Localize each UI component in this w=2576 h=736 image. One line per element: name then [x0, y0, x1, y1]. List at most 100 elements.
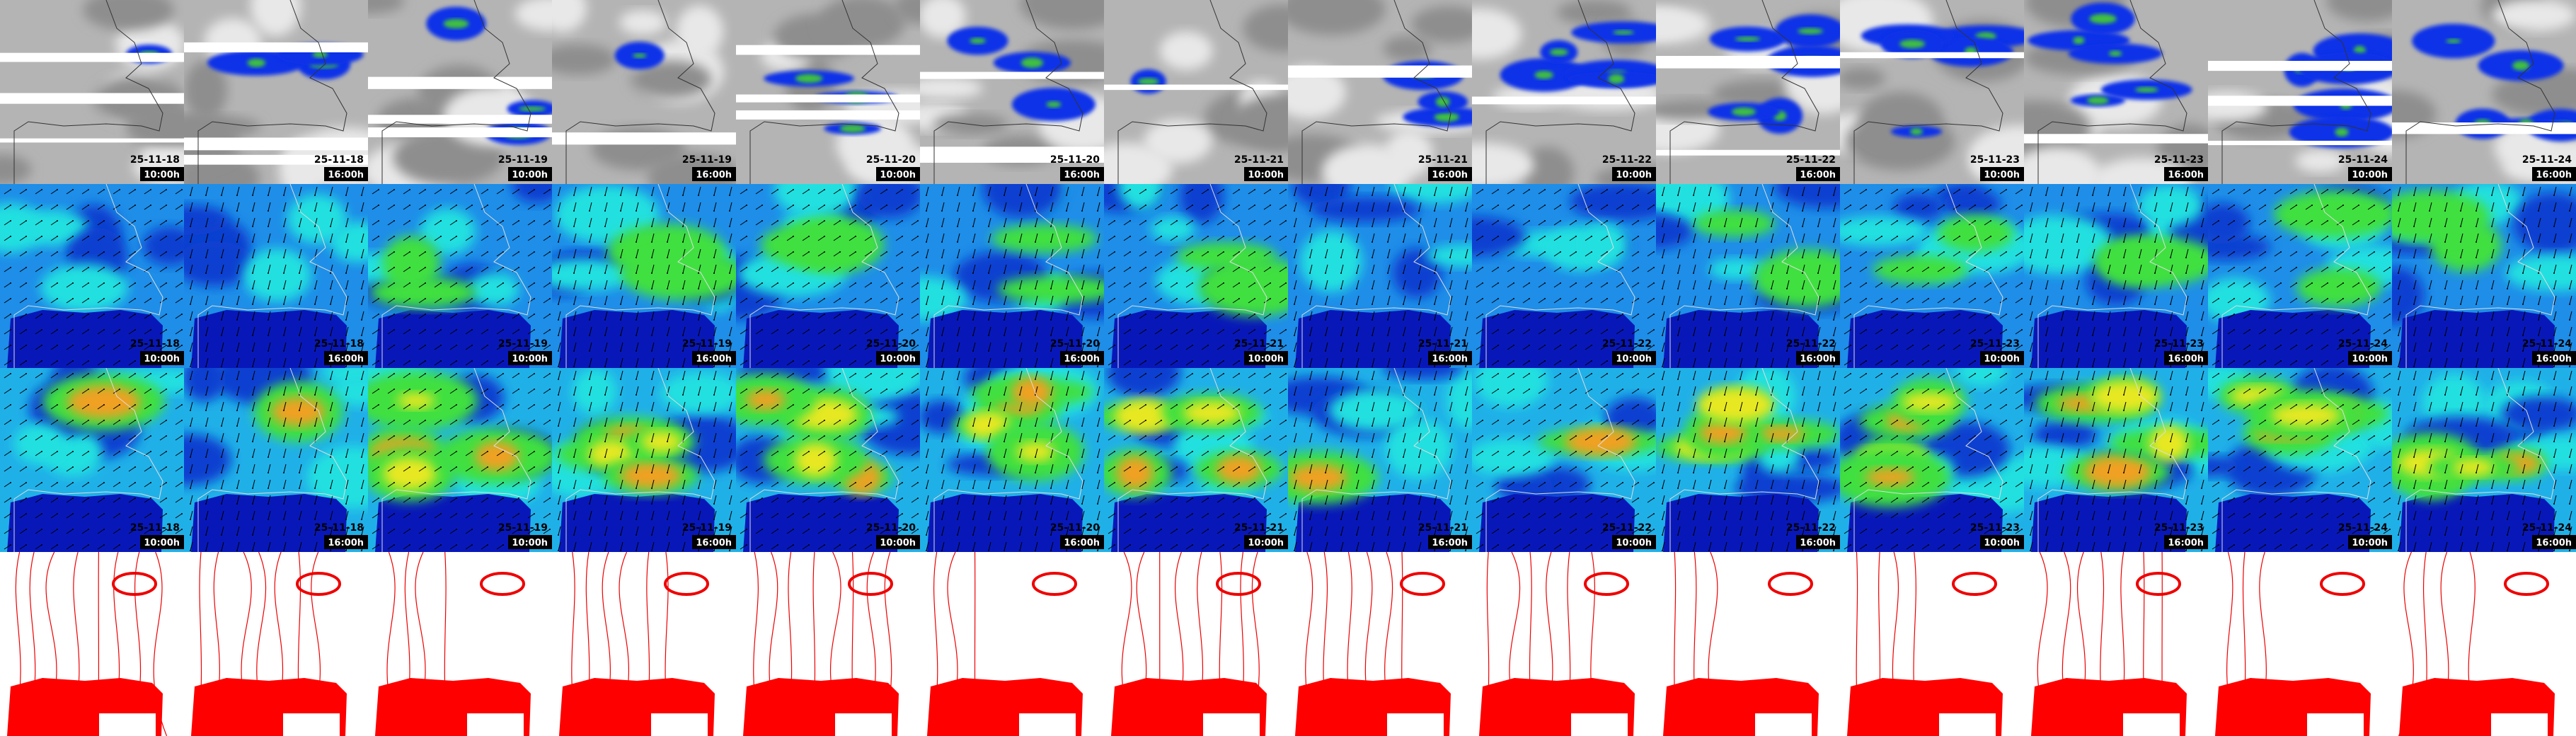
- map-tile: 25-11-18 16:00h: [184, 184, 368, 368]
- label-box: [1939, 713, 1996, 736]
- time-box: [876, 535, 920, 549]
- weather-blob: [1798, 28, 1824, 35]
- map-tile: [1840, 552, 2024, 736]
- map-tile: [0, 552, 184, 736]
- weather-blob: [1321, 144, 1411, 184]
- wind-arrows: [368, 368, 552, 552]
- tile-content: [920, 552, 1104, 736]
- missing-band: [920, 71, 1104, 79]
- coastline: [13, 184, 163, 368]
- time-label: 10:00h: [144, 354, 180, 364]
- tile-content: [0, 184, 184, 368]
- coastline: [1117, 0, 1267, 184]
- map-tile: [2208, 552, 2392, 736]
- map-tile: 25-11-20 10:00h: [736, 0, 920, 184]
- date-label: 25-11-21: [1418, 522, 1468, 534]
- tile-content: [2024, 552, 2208, 736]
- time-box: [2348, 535, 2392, 549]
- coastline: [381, 368, 531, 552]
- wind-arrows: [184, 184, 368, 368]
- weather-blob: [518, 106, 546, 112]
- weather-blob: [1383, 35, 1432, 62]
- coastline: [933, 368, 1083, 552]
- coastline: [2405, 368, 2555, 552]
- weather-blob: [83, 0, 174, 31]
- weather-blob: [676, 5, 723, 58]
- wind-arrows: [1840, 368, 2024, 552]
- time-label: 10:00h: [2352, 170, 2388, 180]
- coastline: [565, 0, 715, 184]
- time-box: [692, 351, 736, 365]
- date-label: 25-11-24: [2522, 154, 2572, 166]
- date-label: 25-11-18: [314, 338, 364, 350]
- tile-content: [1288, 0, 1472, 184]
- weather-blob: [1735, 36, 1761, 42]
- time-box: [2532, 351, 2576, 365]
- map-tile: [2392, 552, 2576, 736]
- weather-blob: [1159, 31, 1213, 70]
- tile-content: [1104, 184, 1288, 368]
- tile-content: [0, 0, 184, 184]
- tile-content: [920, 184, 1104, 368]
- label-box: [1387, 713, 1444, 736]
- date-label: 25-11-24: [2522, 338, 2572, 350]
- tile-content: [368, 368, 552, 552]
- weather-blob: [1233, 94, 1288, 151]
- time-label: 16:00h: [1432, 538, 1468, 548]
- time-label: 16:00h: [1064, 538, 1100, 548]
- tile-content: [1472, 552, 1656, 736]
- wind-arrows: [1288, 184, 1472, 368]
- coastline: [1117, 184, 1267, 368]
- missing-band: [552, 132, 736, 145]
- date-label: 25-11-21: [1418, 154, 1468, 166]
- time-box: [324, 167, 368, 181]
- time-label: 10:00h: [144, 170, 180, 180]
- highland-isobars: [1032, 572, 1077, 596]
- coastline: [1669, 368, 1819, 552]
- coastline: [381, 0, 531, 184]
- time-label: 16:00h: [328, 354, 364, 364]
- time-box: [140, 535, 184, 549]
- map-tile: 25-11-19 16:00h: [552, 368, 736, 552]
- time-label: 16:00h: [1800, 538, 1836, 548]
- coastline: [1485, 368, 1635, 552]
- time-label: 16:00h: [1800, 170, 1836, 180]
- time-label: 16:00h: [696, 354, 732, 364]
- wind-arrows: [0, 368, 184, 552]
- map-tile: 25-11-18 10:00h: [0, 368, 184, 552]
- wind-arrows: [2208, 368, 2392, 552]
- map-tile: 25-11-19 16:00h: [552, 184, 736, 368]
- date-label: 25-11-23: [1970, 522, 2020, 534]
- date-label: 25-11-19: [498, 522, 548, 534]
- label-box: [99, 713, 156, 736]
- wind-arrows: [736, 368, 920, 552]
- weather-blob: [0, 154, 32, 184]
- time-label: 10:00h: [1616, 538, 1652, 548]
- weather-blob: [184, 59, 227, 120]
- date-label: 25-11-20: [1050, 338, 1100, 350]
- time-box: [1980, 167, 2024, 181]
- weather-blob: [1472, 143, 1534, 184]
- weather-blob: [1556, 0, 1632, 25]
- time-box: [2348, 167, 2392, 181]
- highland-isobars: [480, 572, 525, 596]
- weather-blob: [795, 74, 823, 84]
- map-tile: 25-11-23 16:00h: [2024, 0, 2208, 184]
- time-box: [1980, 535, 2024, 549]
- coastline: [1301, 368, 1451, 552]
- map-tile: 25-11-24 10:00h: [2208, 0, 2392, 184]
- date-label: 25-11-21: [1234, 522, 1284, 534]
- missing-band: [0, 52, 184, 62]
- time-label: 16:00h: [1064, 354, 1100, 364]
- tile-content: [1840, 552, 2024, 736]
- date-label: 25-11-20: [866, 338, 916, 350]
- weather-blob: [1288, 0, 1386, 35]
- date-label: 25-11-23: [1970, 338, 2020, 350]
- date-label: 25-11-18: [130, 522, 180, 534]
- coastline: [13, 368, 163, 552]
- date-label: 25-11-24: [2338, 338, 2388, 350]
- time-label: 10:00h: [512, 538, 548, 548]
- time-label: 10:00h: [144, 538, 180, 548]
- date-label: 25-11-20: [866, 522, 916, 534]
